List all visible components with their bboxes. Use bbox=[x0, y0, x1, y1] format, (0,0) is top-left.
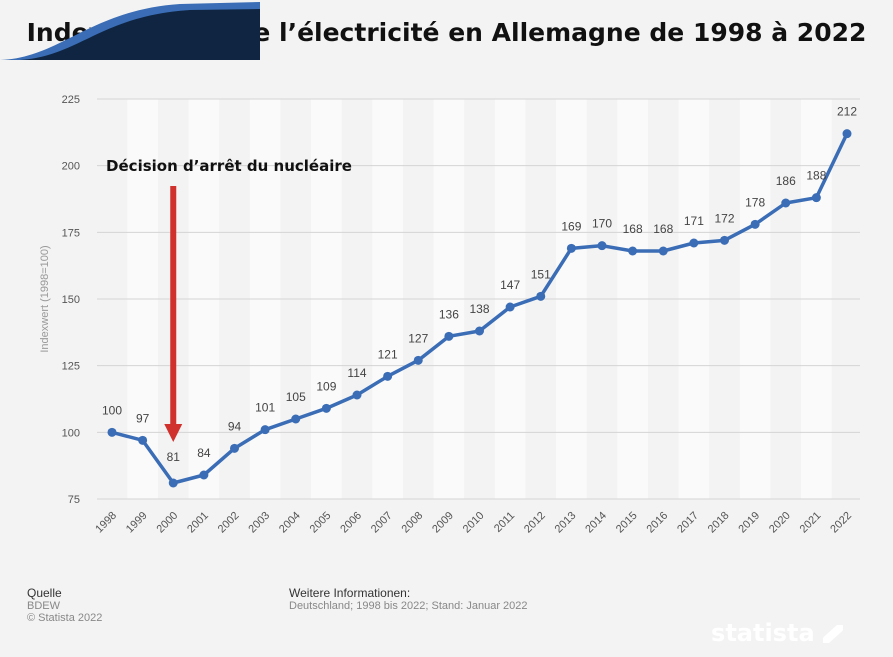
data-label: 94 bbox=[228, 419, 242, 433]
data-point bbox=[444, 331, 454, 341]
data-label: 100 bbox=[102, 403, 122, 417]
data-point bbox=[168, 478, 178, 488]
x-tick-label: 2009 bbox=[430, 510, 456, 536]
x-tick-label: 2004 bbox=[277, 510, 303, 536]
data-label: 169 bbox=[561, 219, 581, 233]
data-point bbox=[720, 235, 729, 245]
y-tick-label: 125 bbox=[62, 361, 80, 373]
x-tick-label: 2005 bbox=[308, 510, 334, 536]
x-tick-label: 1999 bbox=[124, 510, 150, 536]
data-point bbox=[352, 390, 362, 400]
data-point bbox=[321, 403, 331, 413]
data-point bbox=[107, 427, 117, 437]
x-tick-label: 2008 bbox=[400, 510, 426, 536]
data-label: 172 bbox=[714, 211, 734, 225]
y-tick-label: 200 bbox=[62, 161, 80, 173]
data-point bbox=[689, 238, 699, 248]
x-tick-label: 2012 bbox=[522, 510, 548, 536]
data-point bbox=[628, 246, 638, 256]
x-tick-label: 2002 bbox=[216, 510, 242, 536]
data-point bbox=[475, 326, 484, 336]
data-label: 84 bbox=[197, 446, 211, 460]
x-tick-label: 2011 bbox=[492, 510, 517, 535]
x-tick-label: 2007 bbox=[369, 510, 395, 536]
data-point bbox=[658, 246, 668, 256]
data-point bbox=[505, 302, 515, 312]
info-text: Deutschland; 1998 bis 2022; Stand: Janua… bbox=[289, 600, 528, 612]
statista-logo: statista bbox=[711, 619, 843, 647]
data-point bbox=[199, 470, 209, 480]
data-point bbox=[383, 371, 393, 381]
data-label: 171 bbox=[684, 214, 704, 228]
data-label: 81 bbox=[167, 450, 181, 464]
x-tick-label: 2010 bbox=[461, 510, 487, 536]
x-tick-label: 1998 bbox=[93, 510, 119, 536]
data-point bbox=[781, 198, 791, 208]
x-tick-label: 2013 bbox=[553, 510, 579, 536]
y-tick-label: 225 bbox=[62, 94, 80, 106]
y-tick-label: 150 bbox=[62, 294, 80, 306]
data-label: 212 bbox=[837, 105, 857, 119]
x-tick-label: 2019 bbox=[736, 510, 762, 536]
x-tick-label: 2003 bbox=[246, 510, 272, 536]
data-point bbox=[260, 425, 270, 435]
annotation-label: Décision d’arrêt du nucléaire bbox=[106, 157, 352, 175]
data-point bbox=[597, 241, 607, 251]
x-tick-label: 2022 bbox=[828, 510, 854, 536]
data-point bbox=[230, 443, 239, 453]
data-label: 114 bbox=[347, 366, 366, 380]
data-label: 151 bbox=[531, 267, 551, 281]
data-label: 188 bbox=[806, 169, 826, 183]
annotation-arrow-head bbox=[164, 424, 183, 442]
data-point bbox=[566, 243, 576, 253]
x-tick-label: 2000 bbox=[155, 510, 181, 536]
data-label: 168 bbox=[623, 222, 643, 236]
x-tick-label: 2018 bbox=[706, 510, 732, 536]
x-tick-label: 2001 bbox=[185, 510, 211, 536]
source-label: Quelle bbox=[27, 586, 62, 600]
data-point bbox=[842, 129, 852, 139]
data-label: 127 bbox=[408, 331, 428, 345]
data-point bbox=[138, 435, 148, 445]
info-label: Weitere Informationen: bbox=[289, 586, 411, 600]
data-label: 186 bbox=[776, 174, 796, 188]
data-point bbox=[811, 193, 821, 203]
x-tick-label: 2021 bbox=[798, 510, 824, 536]
data-label: 168 bbox=[653, 222, 673, 236]
data-label: 105 bbox=[286, 390, 306, 404]
statista-logo-icon bbox=[823, 625, 843, 643]
x-tick-label: 2020 bbox=[767, 510, 793, 536]
y-tick-label: 175 bbox=[62, 227, 80, 239]
info-block: Weitere Informationen: Deutschland; 1998… bbox=[289, 586, 528, 612]
statista-logo-wave bbox=[0, 2, 260, 60]
annotation-arrow-shaft bbox=[170, 186, 177, 424]
y-axis-label: Indexwert (1998=100) bbox=[39, 245, 51, 352]
x-tick-label: 2017 bbox=[675, 510, 701, 536]
data-point bbox=[750, 219, 760, 229]
data-label: 97 bbox=[136, 411, 150, 425]
data-point bbox=[536, 291, 546, 301]
data-label: 109 bbox=[316, 379, 336, 393]
source-block: Quelle BDEW © Statista 2022 bbox=[27, 586, 102, 624]
data-point bbox=[291, 414, 301, 424]
copyright: © Statista 2022 bbox=[27, 612, 103, 624]
x-tick-label: 2016 bbox=[645, 510, 671, 536]
x-tick-label: 2006 bbox=[338, 510, 364, 536]
source: BDEW bbox=[27, 600, 60, 612]
data-label: 147 bbox=[500, 278, 520, 292]
data-label: 138 bbox=[469, 302, 489, 316]
x-tick-label: 2014 bbox=[583, 510, 609, 536]
data-label: 178 bbox=[745, 195, 765, 209]
x-tick-label: 2015 bbox=[614, 510, 640, 536]
data-label: 170 bbox=[592, 217, 612, 231]
data-label: 101 bbox=[255, 401, 275, 415]
data-label: 136 bbox=[439, 307, 459, 321]
y-tick-label: 100 bbox=[62, 427, 80, 439]
data-point bbox=[413, 355, 423, 365]
data-label: 121 bbox=[378, 347, 398, 361]
y-tick-label: 75 bbox=[68, 494, 80, 506]
